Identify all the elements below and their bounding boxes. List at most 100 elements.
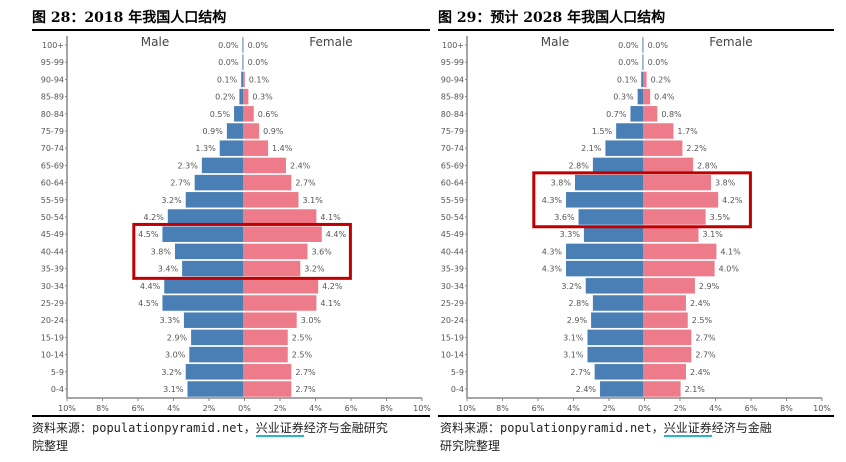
female-value-label: 0.1% — [249, 75, 270, 84]
male-bar — [185, 364, 243, 380]
male-bar — [587, 346, 643, 363]
age-tick-label: 15-19 — [441, 333, 464, 342]
male-value-label: 4.4% — [140, 282, 161, 291]
female-value-label: 0.6% — [258, 110, 279, 119]
female-value-label: 1.7% — [677, 127, 698, 136]
female-value-label: 2.4% — [690, 299, 711, 308]
age-tick-label: 20-24 — [41, 316, 64, 325]
age-tick-label: 35-39 — [41, 265, 64, 274]
female-bar — [243, 260, 301, 277]
male-bar — [162, 295, 243, 311]
age-tick-label: 40-44 — [41, 247, 64, 256]
male-value-label: 0.3% — [613, 93, 634, 102]
female-bar — [243, 174, 292, 191]
male-value-label: 2.8% — [569, 161, 590, 170]
x-tick-label: 10% — [813, 404, 831, 413]
male-bar — [592, 295, 643, 311]
source-prefix: 资料来源：populationpyramid.net， — [440, 421, 664, 435]
series-label-male: Male — [141, 35, 169, 49]
female-bar — [643, 157, 694, 174]
x-tick-label: 8% — [380, 404, 393, 413]
male-value-label: 3.2% — [161, 196, 182, 205]
age-tick-label: 80-84 — [441, 110, 464, 119]
female-value-label: 3.6% — [311, 247, 332, 256]
male-bar — [616, 123, 643, 139]
female-bar — [643, 381, 681, 397]
age-tick-label: 100+ — [442, 41, 464, 50]
age-tick-label: 10-14 — [41, 351, 64, 360]
x-tick-label: 6% — [132, 404, 145, 413]
age-tick-label: 25-29 — [441, 299, 464, 308]
male-bar — [642, 54, 643, 70]
male-bar — [630, 106, 643, 122]
male-bar — [164, 278, 243, 294]
male-bar — [578, 209, 643, 225]
age-tick-label: 90-94 — [441, 75, 464, 84]
x-tick-label: 8% — [496, 404, 509, 413]
male-value-label: 0.0% — [618, 58, 639, 67]
female-value-label: 4.1% — [320, 213, 341, 222]
female-value-label: 2.5% — [292, 351, 313, 360]
female-bar — [643, 209, 706, 225]
female-bar — [243, 157, 286, 174]
x-tick-label: 4% — [167, 404, 180, 413]
female-value-label: 2.7% — [295, 368, 316, 377]
age-tick-label: 95-99 — [41, 58, 64, 67]
female-bar — [643, 123, 674, 139]
footer-rule-right — [438, 415, 834, 417]
female-bar — [243, 123, 260, 139]
male-value-label: 4.5% — [138, 230, 159, 239]
chart-title-left: 图 28：2018 年我国人口结构 — [32, 10, 227, 26]
male-value-label: 3.6% — [554, 213, 575, 222]
female-bar — [243, 329, 288, 346]
male-bar — [191, 329, 243, 346]
x-tick-label: 2% — [674, 404, 687, 413]
male-bar — [605, 140, 643, 156]
female-value-label: 0.4% — [654, 93, 675, 102]
male-value-label: 3.8% — [151, 247, 172, 256]
female-bar — [643, 260, 715, 277]
male-bar — [183, 312, 243, 328]
male-bar — [587, 329, 643, 346]
age-tick-label: 95-99 — [441, 58, 464, 67]
female-value-label: 2.7% — [695, 351, 716, 360]
male-bar — [242, 37, 243, 53]
male-bar — [182, 260, 243, 277]
x-tick-label: 2% — [603, 404, 616, 413]
age-tick-label: 85-89 — [441, 93, 464, 102]
age-tick-label: 50-54 — [41, 213, 64, 222]
source-note-right: 资料来源：populationpyramid.net，兴业证券经济与金融 研究院… — [440, 419, 840, 455]
female-value-label: 2.5% — [292, 333, 313, 342]
female-value-label: 2.8% — [697, 161, 718, 170]
female-bar — [243, 88, 249, 105]
age-tick-label: 85-89 — [41, 93, 64, 102]
female-value-label: 2.1% — [685, 385, 706, 394]
female-bar — [243, 37, 244, 53]
age-tick-label: 65-69 — [41, 161, 64, 170]
male-bar — [642, 37, 643, 53]
male-value-label: 2.9% — [167, 333, 188, 342]
age-tick-label: 15-19 — [41, 333, 64, 342]
male-value-label: 2.4% — [576, 385, 597, 394]
x-tick-label: 6% — [345, 404, 358, 413]
footer-rule-left — [32, 415, 430, 417]
male-bar — [574, 174, 643, 191]
series-label-female: Female — [309, 35, 352, 49]
male-bar — [641, 71, 643, 88]
chart-title-right: 图 29：预计 2028 年我国人口结构 — [438, 10, 666, 26]
female-value-label: 0.0% — [648, 41, 669, 50]
age-tick-label: 35-39 — [441, 265, 464, 274]
source-prefix: 资料来源：populationpyramid.net， — [32, 421, 256, 435]
age-tick-label: 25-29 — [41, 299, 64, 308]
female-bar — [643, 174, 712, 191]
highlight-box — [532, 171, 752, 229]
female-bar — [243, 364, 292, 380]
age-tick-label: 45-49 — [41, 230, 64, 239]
source-note-left: 资料来源：populationpyramid.net，兴业证券经济与金融研究 院… — [32, 419, 432, 455]
x-tick-label: 8% — [96, 404, 109, 413]
female-bar — [643, 312, 688, 328]
female-value-label: 2.9% — [699, 282, 720, 291]
male-bar — [242, 54, 243, 70]
female-value-label: 3.5% — [710, 213, 731, 222]
